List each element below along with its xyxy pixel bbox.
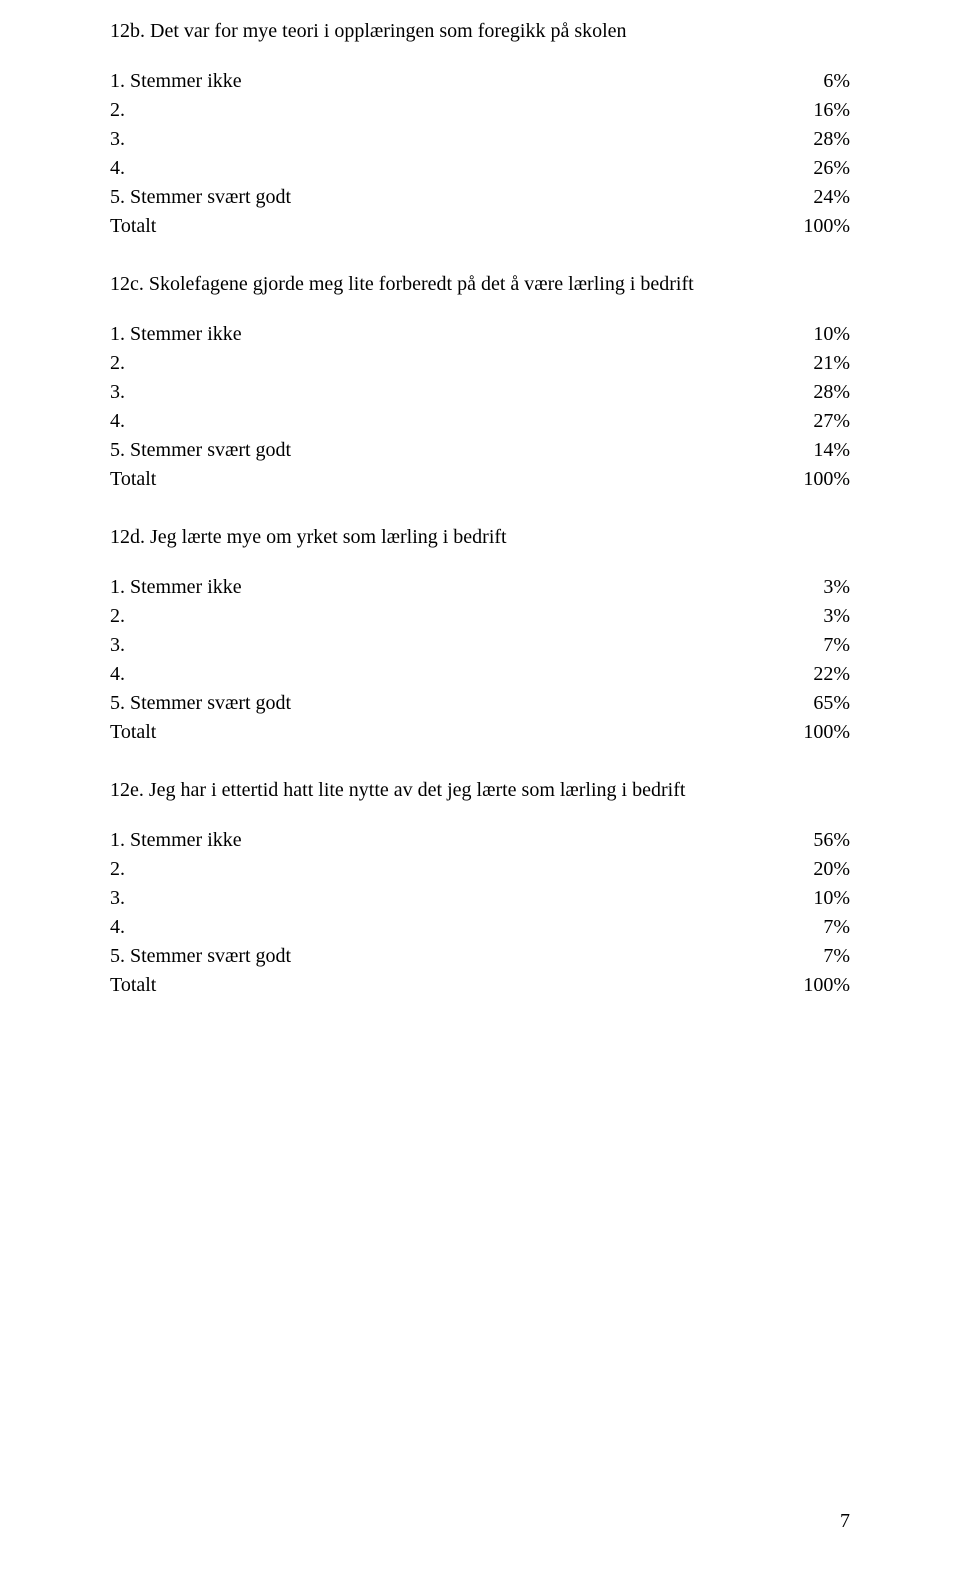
response-row: 4.26% <box>110 154 850 183</box>
response-row: 3.28% <box>110 378 850 407</box>
response-value: 14% <box>780 436 850 465</box>
response-value: 16% <box>780 96 850 125</box>
response-row: Totalt100% <box>110 212 850 241</box>
question-title: 12d. Jeg lærte mye om yrket som lærling … <box>110 526 850 549</box>
response-value: 22% <box>780 660 850 689</box>
response-value: 6% <box>780 67 850 96</box>
response-label: Totalt <box>110 971 780 1000</box>
response-value: 100% <box>780 718 850 747</box>
response-label: 2. <box>110 855 780 884</box>
response-value: 10% <box>780 884 850 913</box>
response-value: 27% <box>780 407 850 436</box>
response-value: 26% <box>780 154 850 183</box>
response-row: 2.16% <box>110 96 850 125</box>
response-label: 1. Stemmer ikke <box>110 67 780 96</box>
response-row: 5. Stemmer svært godt14% <box>110 436 850 465</box>
response-row: 1. Stemmer ikke10% <box>110 320 850 349</box>
response-label: 4. <box>110 407 780 436</box>
response-label: 3. <box>110 378 780 407</box>
response-row: 5. Stemmer svært godt24% <box>110 183 850 212</box>
response-value: 100% <box>780 465 850 494</box>
response-label: 5. Stemmer svært godt <box>110 436 780 465</box>
response-label: 1. Stemmer ikke <box>110 826 780 855</box>
response-value: 3% <box>780 602 850 631</box>
response-row: Totalt100% <box>110 718 850 747</box>
response-row: 2.20% <box>110 855 850 884</box>
response-value: 100% <box>780 971 850 1000</box>
response-row: 1. Stemmer ikke6% <box>110 67 850 96</box>
response-label: 3. <box>110 631 780 660</box>
response-value: 28% <box>780 378 850 407</box>
response-label: 4. <box>110 154 780 183</box>
question-title: 12e. Jeg har i ettertid hatt lite nytte … <box>110 779 850 802</box>
response-row: 3.7% <box>110 631 850 660</box>
response-row: 2.3% <box>110 602 850 631</box>
response-value: 10% <box>780 320 850 349</box>
response-value: 21% <box>780 349 850 378</box>
response-value: 7% <box>780 913 850 942</box>
response-label: 3. <box>110 125 780 154</box>
response-label: 5. Stemmer svært godt <box>110 183 780 212</box>
response-label: Totalt <box>110 718 780 747</box>
response-value: 24% <box>780 183 850 212</box>
question-block-12c: 12c. Skolefagene gjorde meg lite forbere… <box>110 273 850 494</box>
response-row: Totalt100% <box>110 465 850 494</box>
response-row: 4.22% <box>110 660 850 689</box>
response-row: 2.21% <box>110 349 850 378</box>
response-value: 28% <box>780 125 850 154</box>
response-row: 3.10% <box>110 884 850 913</box>
response-row: 1. Stemmer ikke3% <box>110 573 850 602</box>
document-content: 12b. Det var for mye teori i opplæringen… <box>110 20 850 1000</box>
page-number: 7 <box>840 1510 850 1533</box>
response-label: Totalt <box>110 212 780 241</box>
response-label: 4. <box>110 660 780 689</box>
response-row: Totalt100% <box>110 971 850 1000</box>
response-label: 5. Stemmer svært godt <box>110 942 780 971</box>
response-value: 3% <box>780 573 850 602</box>
response-label: 2. <box>110 349 780 378</box>
response-label: 1. Stemmer ikke <box>110 573 780 602</box>
question-block-12b: 12b. Det var for mye teori i opplæringen… <box>110 20 850 241</box>
response-value: 20% <box>780 855 850 884</box>
response-label: 5. Stemmer svært godt <box>110 689 780 718</box>
response-row: 1. Stemmer ikke56% <box>110 826 850 855</box>
response-row: 3.28% <box>110 125 850 154</box>
response-label: 2. <box>110 96 780 125</box>
response-row: 5. Stemmer svært godt7% <box>110 942 850 971</box>
question-title: 12c. Skolefagene gjorde meg lite forbere… <box>110 273 850 296</box>
response-value: 100% <box>780 212 850 241</box>
response-row: 4.27% <box>110 407 850 436</box>
response-label: Totalt <box>110 465 780 494</box>
response-value: 65% <box>780 689 850 718</box>
response-value: 7% <box>780 631 850 660</box>
question-title: 12b. Det var for mye teori i opplæringen… <box>110 20 850 43</box>
response-value: 56% <box>780 826 850 855</box>
response-row: 4.7% <box>110 913 850 942</box>
response-row: 5. Stemmer svært godt65% <box>110 689 850 718</box>
response-label: 3. <box>110 884 780 913</box>
response-label: 2. <box>110 602 780 631</box>
question-block-12e: 12e. Jeg har i ettertid hatt lite nytte … <box>110 779 850 1000</box>
response-value: 7% <box>780 942 850 971</box>
question-block-12d: 12d. Jeg lærte mye om yrket som lærling … <box>110 526 850 747</box>
response-label: 1. Stemmer ikke <box>110 320 780 349</box>
response-label: 4. <box>110 913 780 942</box>
